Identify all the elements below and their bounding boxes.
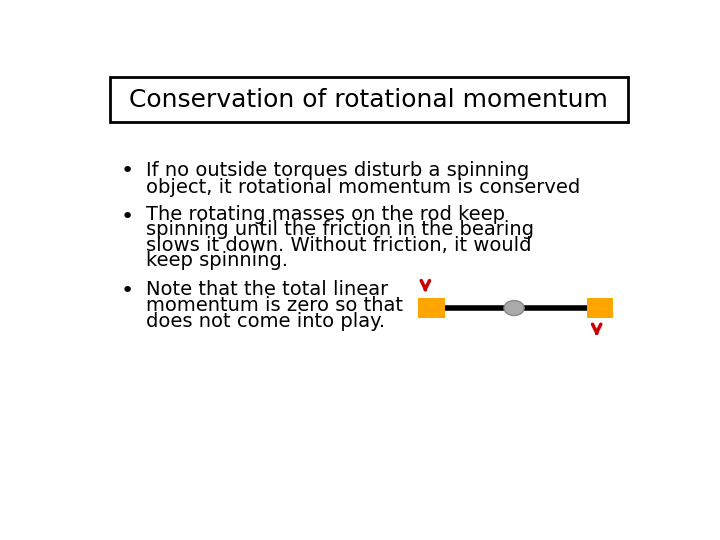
Text: momentum is zero so that: momentum is zero so that (145, 296, 402, 315)
Text: object, it rotational momentum is conserved: object, it rotational momentum is conser… (145, 178, 580, 197)
Text: does not come into play.: does not come into play. (145, 312, 385, 331)
Circle shape (504, 301, 524, 315)
Text: Conservation of rotational momentum: Conservation of rotational momentum (129, 88, 608, 112)
Text: Note that the total linear: Note that the total linear (145, 280, 388, 299)
Text: •: • (121, 207, 134, 227)
Bar (109, 77, 629, 122)
Bar (418, 299, 445, 319)
Text: If no outside torques disturb a spinning: If no outside torques disturb a spinning (145, 161, 529, 180)
Text: The rotating masses on the rod keep: The rotating masses on the rod keep (145, 205, 505, 224)
Bar (587, 299, 613, 319)
Text: spinning until the friction in the bearing: spinning until the friction in the beari… (145, 220, 534, 239)
Text: slows it down. Without friction, it would: slows it down. Without friction, it woul… (145, 236, 531, 255)
Text: •: • (121, 281, 134, 301)
Text: •: • (121, 161, 134, 181)
Text: keep spinning.: keep spinning. (145, 251, 288, 270)
